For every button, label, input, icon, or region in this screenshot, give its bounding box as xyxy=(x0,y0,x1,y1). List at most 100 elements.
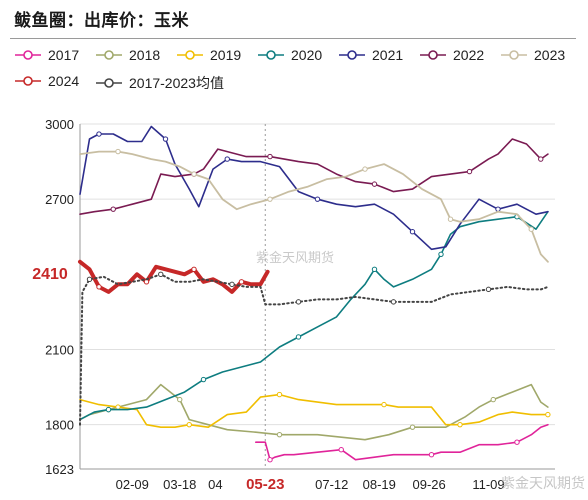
x-tick-05-23: 05-23 xyxy=(246,476,284,493)
legend-swatch xyxy=(258,50,284,60)
legend-swatch xyxy=(339,50,365,60)
series-line-2017-2023均值 xyxy=(79,273,549,426)
legend-label: 2022 xyxy=(453,47,485,63)
x-tick-09-26: 09-26 xyxy=(413,477,446,492)
series-point-2023 xyxy=(267,196,273,202)
x-tick-03-18: 03-18 xyxy=(163,477,196,492)
series-point-2020 xyxy=(371,266,378,273)
series-point-2017-2023均值 xyxy=(158,271,164,278)
series-point-2017-2023均值 xyxy=(295,299,302,305)
series-point-2017 xyxy=(428,452,435,458)
series-point-2022 xyxy=(466,168,473,175)
series-point-2020 xyxy=(438,251,444,257)
chart-title: 鲅鱼圈：出库价：玉米 xyxy=(14,11,189,31)
center-watermark: 紫金天风期货 xyxy=(256,250,334,266)
series-point-2021 xyxy=(96,131,102,137)
series-point-2020 xyxy=(200,376,207,383)
y-tick-1623: 1623 xyxy=(45,462,74,477)
x-tick-02-09: 02-09 xyxy=(116,477,149,492)
y-tick-2700: 2700 xyxy=(45,192,74,207)
legend-item-2024: 2024 xyxy=(14,73,79,89)
series-point-2023 xyxy=(115,148,121,155)
series-line-2021 xyxy=(79,125,549,251)
series-point-2023 xyxy=(362,166,368,172)
series-point-2019 xyxy=(115,404,121,410)
x-tick-11-09: 11-09 xyxy=(472,477,504,492)
axes: 3000 2700 2100 1800 1623 02-09 03-18 04 05-23 07-… xyxy=(45,117,555,493)
latest-value-bg xyxy=(30,261,72,282)
series-point-2019 xyxy=(276,391,283,398)
series-line-2022 xyxy=(79,138,549,215)
legend-swatch xyxy=(96,50,122,60)
series-point-2021 xyxy=(409,229,416,235)
series-lines xyxy=(78,125,551,463)
x-tick-07-12: 07-12 xyxy=(315,477,348,492)
legend-item-2017-2023均值: 2017-2023均值 xyxy=(95,73,224,93)
x-tick-08-19: 08-19 xyxy=(363,477,396,492)
series-point-2021 xyxy=(495,206,501,212)
series-point-2019 xyxy=(186,421,192,428)
legend-item-2020: 2020 xyxy=(257,47,322,63)
series-point-2024 xyxy=(96,284,102,290)
series-point-2018 xyxy=(409,424,416,430)
series-point-2018 xyxy=(490,396,496,403)
series-point-2024 xyxy=(143,279,150,285)
y-tick-3000: 3000 xyxy=(45,117,74,132)
legend-item-2018: 2018 xyxy=(95,47,160,63)
series-point-2021 xyxy=(162,136,169,142)
legend-item-2021: 2021 xyxy=(338,47,403,63)
y-tick-1800: 1800 xyxy=(45,418,74,433)
legend-item-2022: 2022 xyxy=(419,47,484,63)
series-point-2021 xyxy=(314,196,321,202)
series-point-2023 xyxy=(191,171,197,177)
series-point-2018 xyxy=(276,431,283,438)
series-point-2017-2023均值 xyxy=(229,281,235,288)
legend-label: 2020 xyxy=(291,47,323,63)
legend-label: 2017-2023均值 xyxy=(129,75,224,91)
legend-item-2023: 2023 xyxy=(500,47,565,63)
legend-label: 2021 xyxy=(372,47,404,63)
series-point-2022 xyxy=(371,181,378,187)
title-divider xyxy=(10,38,576,39)
series-point-2019 xyxy=(457,421,463,428)
series-point-2022 xyxy=(538,156,544,162)
legend-swatch xyxy=(501,50,527,60)
legend-swatch xyxy=(420,50,446,60)
legend-swatch xyxy=(96,78,122,88)
series-point-2021 xyxy=(224,156,230,162)
legend-label: 2018 xyxy=(129,47,161,63)
corner-watermark: 紫金天风期货 xyxy=(501,475,585,492)
series-point-2024 xyxy=(238,279,245,285)
x-tick-04: 04 xyxy=(208,477,222,492)
y-tick-2100: 2100 xyxy=(45,342,74,357)
series-point-2020 xyxy=(295,334,302,340)
legend-label: 2024 xyxy=(48,73,80,89)
legend-swatch xyxy=(15,50,41,60)
legend-label: 2023 xyxy=(534,47,566,63)
series-point-2023 xyxy=(528,226,534,232)
latest-value-label: 2410 xyxy=(32,266,68,283)
series-point-2022 xyxy=(267,153,273,160)
series-line-2018 xyxy=(79,383,549,441)
series-line-2019 xyxy=(79,393,549,429)
series-point-2017 xyxy=(267,457,273,463)
series-point-2017-2023均值 xyxy=(485,286,492,293)
legend-label: 2017 xyxy=(48,47,80,63)
series-point-2017 xyxy=(338,447,344,453)
series-point-2020 xyxy=(105,406,112,413)
series-point-2022 xyxy=(110,206,116,212)
series-point-2019 xyxy=(545,411,551,418)
legend-item-2017: 2017 xyxy=(14,47,79,63)
legend-swatch xyxy=(15,76,41,86)
legend-label: 2019 xyxy=(210,47,242,63)
series-point-2017 xyxy=(514,439,520,445)
series-line-2024 xyxy=(78,259,270,294)
series-line-2020 xyxy=(79,210,549,421)
legend-swatch xyxy=(177,50,203,60)
series-point-2017-2023均值 xyxy=(390,299,397,305)
grid-lines xyxy=(80,123,555,470)
series-point-2023 xyxy=(447,216,454,222)
series-point-2024 xyxy=(191,266,197,273)
